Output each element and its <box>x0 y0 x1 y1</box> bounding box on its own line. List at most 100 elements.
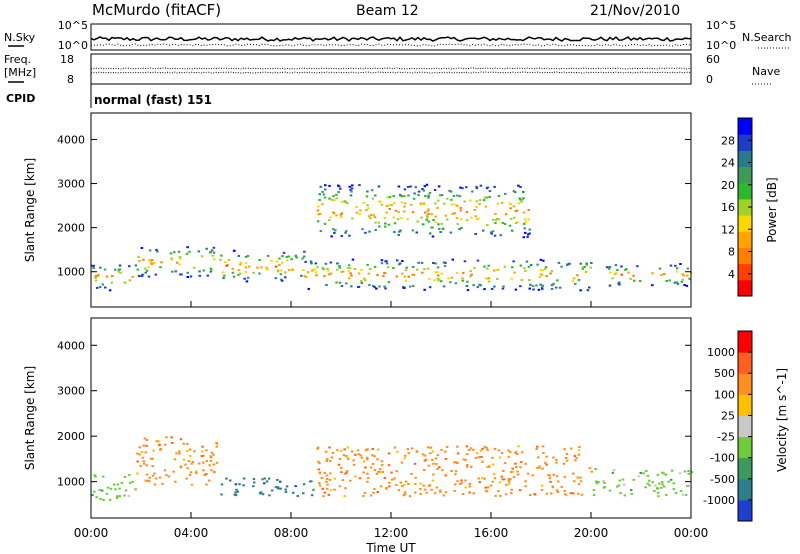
echo-cell <box>570 447 573 450</box>
echo-cell <box>476 286 480 289</box>
echo-cell <box>475 218 479 221</box>
echo-cell <box>267 477 271 480</box>
echo-cell <box>253 481 256 484</box>
echo-cell <box>574 282 577 285</box>
echo-cell <box>681 273 684 276</box>
echo-cell <box>291 269 294 271</box>
echo-cell <box>209 270 213 273</box>
echo-cell <box>236 490 239 493</box>
echo-cell <box>193 450 196 453</box>
velocity-colorbar: 1000 500 100 25 -25 -100 -500 -1000 <box>703 330 753 522</box>
echo-cell <box>223 274 226 277</box>
echo-cell <box>401 272 404 275</box>
echo-cell <box>142 460 145 463</box>
echo-cell <box>369 494 373 497</box>
echo-cell <box>270 259 273 262</box>
echo-cell <box>487 486 490 489</box>
echo-cell <box>93 474 96 477</box>
echo-cell <box>164 443 167 446</box>
echo-cell <box>527 265 531 268</box>
echo-cell <box>472 492 475 495</box>
echo-cell <box>279 480 282 483</box>
echo-cell <box>491 463 495 466</box>
echo-cell <box>608 284 612 287</box>
echo-cell <box>539 258 543 261</box>
echo-cell <box>580 493 584 496</box>
echo-cell <box>209 459 213 462</box>
echo-cell <box>504 192 507 195</box>
echo-cell <box>245 280 249 283</box>
date-title: 21/Nov/2010 <box>590 3 680 19</box>
echo-cell <box>498 481 502 484</box>
echo-cell <box>284 488 287 491</box>
echo-cell <box>415 231 418 234</box>
echo-cell <box>588 286 591 289</box>
echo-cell <box>387 281 391 284</box>
echo-cell <box>524 231 527 234</box>
echo-cell <box>233 493 236 496</box>
echo-cell <box>368 284 371 286</box>
echo-cell <box>123 494 126 497</box>
echo-cell <box>338 265 341 267</box>
colorbar-segment <box>738 215 752 232</box>
echo-cell <box>318 462 321 465</box>
echo-cell <box>536 263 539 266</box>
y-tick-label: 4000 <box>57 339 85 352</box>
echo-cell <box>433 492 437 495</box>
echo-cell <box>539 283 542 286</box>
echo-cell <box>453 212 456 215</box>
echo-cell <box>227 259 231 261</box>
echo-cell <box>95 286 99 289</box>
echo-cell <box>260 266 263 269</box>
echo-cell <box>499 234 502 237</box>
echo-cell <box>517 473 520 476</box>
echo-cell <box>478 481 481 484</box>
echo-cell <box>427 213 430 215</box>
x-tick-label: 04:00 <box>174 526 209 540</box>
echo-cell <box>274 277 278 280</box>
echo-cell <box>456 480 459 483</box>
echo-cell <box>424 195 427 198</box>
echo-cell <box>367 207 370 210</box>
echo-cell <box>483 288 486 291</box>
echo-cell <box>265 266 268 269</box>
echo-cell <box>444 491 448 494</box>
echo-cell <box>541 269 545 272</box>
echo-cell <box>509 203 513 206</box>
x-tick-label: 20:00 <box>574 526 609 540</box>
echo-cell <box>544 266 548 269</box>
echo-cell <box>664 473 668 476</box>
echo-cell <box>339 449 343 452</box>
echo-cell <box>432 473 435 476</box>
echo-cell <box>472 448 475 451</box>
colorbar-tick-label: 12 <box>721 223 735 236</box>
echo-cell <box>239 261 243 264</box>
echo-cell <box>102 498 105 501</box>
echo-cell <box>469 199 472 202</box>
echo-cell <box>150 263 153 266</box>
echo-cell <box>145 444 148 447</box>
echo-cell <box>242 484 245 487</box>
echo-cell <box>385 211 388 214</box>
echo-cell <box>317 213 320 216</box>
echo-cell <box>206 274 209 277</box>
echo-cell <box>555 461 558 464</box>
echo-cell <box>188 473 192 476</box>
echo-cell <box>118 487 121 490</box>
echo-cell <box>279 487 282 490</box>
echo-cell <box>151 259 154 262</box>
echo-cell <box>602 486 606 489</box>
echo-cell <box>662 485 666 488</box>
echo-cell <box>347 457 350 460</box>
echo-cell <box>238 483 241 486</box>
echo-cell <box>454 483 457 486</box>
echo-cell <box>393 202 396 204</box>
echo-cell <box>548 474 551 477</box>
echo-cell <box>414 483 417 486</box>
echo-cell <box>560 485 563 488</box>
colorbar-tick-label: -500 <box>710 473 735 486</box>
echo-cell <box>354 453 357 456</box>
echo-cell <box>295 256 298 259</box>
echo-cell <box>670 469 674 472</box>
echo-cell <box>434 215 438 218</box>
